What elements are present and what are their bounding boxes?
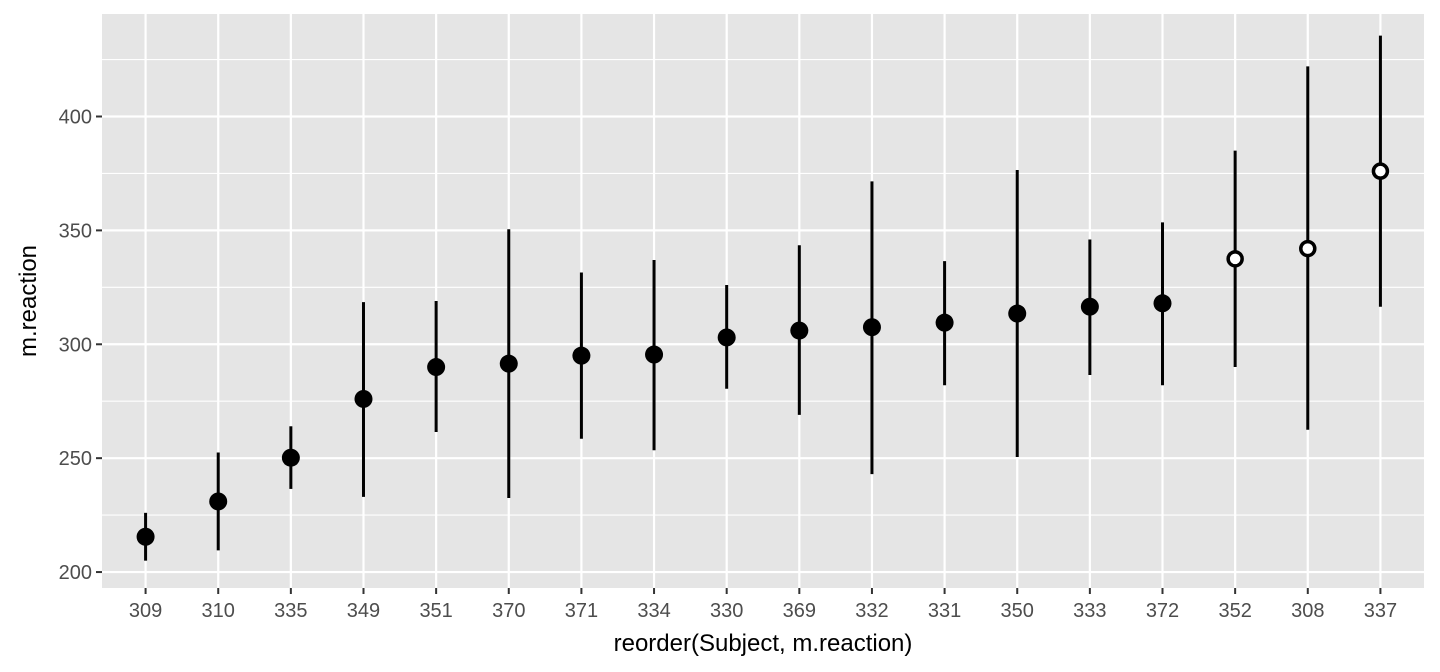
x-tick-label: 309 bbox=[129, 600, 162, 622]
x-tick-label: 331 bbox=[928, 600, 961, 622]
y-tick-label: 350 bbox=[59, 220, 92, 242]
y-axis-title: m.reaction bbox=[15, 245, 42, 357]
point bbox=[354, 389, 373, 408]
x-tick-label: 350 bbox=[1001, 600, 1034, 622]
point bbox=[499, 354, 518, 373]
x-tick-label: 310 bbox=[202, 600, 235, 622]
y-axis: 200 250 300 350 400 bbox=[59, 107, 102, 584]
x-tick-label: 369 bbox=[783, 600, 816, 622]
data-points bbox=[136, 162, 1390, 546]
point bbox=[427, 358, 446, 377]
x-tick-label: 349 bbox=[347, 600, 380, 622]
y-tick-label: 200 bbox=[59, 562, 92, 584]
x-tick-label: 334 bbox=[637, 600, 670, 622]
point bbox=[136, 527, 155, 546]
plot-panel bbox=[102, 14, 1424, 588]
hollow-point bbox=[1371, 162, 1390, 180]
point bbox=[790, 321, 809, 340]
point bbox=[935, 313, 954, 332]
point bbox=[281, 448, 300, 467]
x-tick-label: 333 bbox=[1073, 600, 1106, 622]
x-tick-label: 352 bbox=[1218, 600, 1251, 622]
y-tick-label: 400 bbox=[59, 107, 92, 129]
hollow-point bbox=[1299, 239, 1317, 258]
x-tick-label: 337 bbox=[1364, 600, 1397, 622]
x-tick-label: 335 bbox=[274, 600, 307, 622]
point bbox=[1153, 294, 1172, 313]
point bbox=[1080, 297, 1099, 316]
point bbox=[572, 346, 591, 365]
point bbox=[209, 492, 228, 511]
y-tick-label: 300 bbox=[59, 334, 92, 356]
hollow-point bbox=[1226, 250, 1244, 268]
point bbox=[1008, 304, 1027, 323]
point bbox=[717, 328, 736, 347]
x-tick-label: 371 bbox=[565, 600, 598, 622]
x-tick-label: 351 bbox=[419, 600, 452, 622]
x-tick-label: 370 bbox=[492, 600, 525, 622]
x-tick-label: 330 bbox=[710, 600, 743, 622]
x-axis: 309 310 335 349 351 370 371 334 330 369 332 331 350 3… bbox=[129, 588, 1397, 622]
x-tick-label: 372 bbox=[1146, 600, 1179, 622]
y-tick-label: 250 bbox=[59, 448, 92, 470]
point bbox=[645, 345, 664, 364]
x-tick-label: 332 bbox=[855, 600, 888, 622]
x-axis-title: reorder(Subject, m.reaction) bbox=[614, 630, 913, 657]
point bbox=[862, 318, 881, 337]
x-tick-label: 308 bbox=[1291, 600, 1324, 622]
